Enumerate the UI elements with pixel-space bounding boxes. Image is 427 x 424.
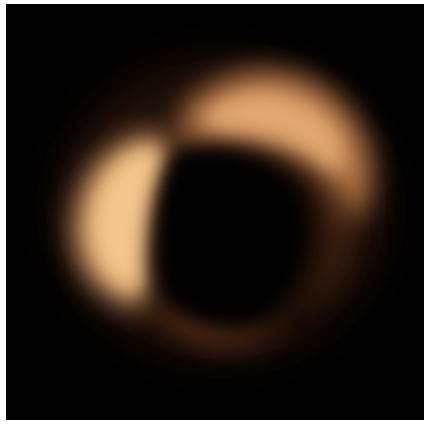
glow-scene: [6, 4, 424, 420]
lower-arc-glow: [156, 304, 291, 346]
central-shadow: [157, 150, 308, 325]
left-crescent-core: [94, 149, 161, 292]
upper-arc-core: [206, 93, 343, 174]
image-frame: [6, 4, 424, 420]
right-arc-glow: [306, 184, 350, 314]
